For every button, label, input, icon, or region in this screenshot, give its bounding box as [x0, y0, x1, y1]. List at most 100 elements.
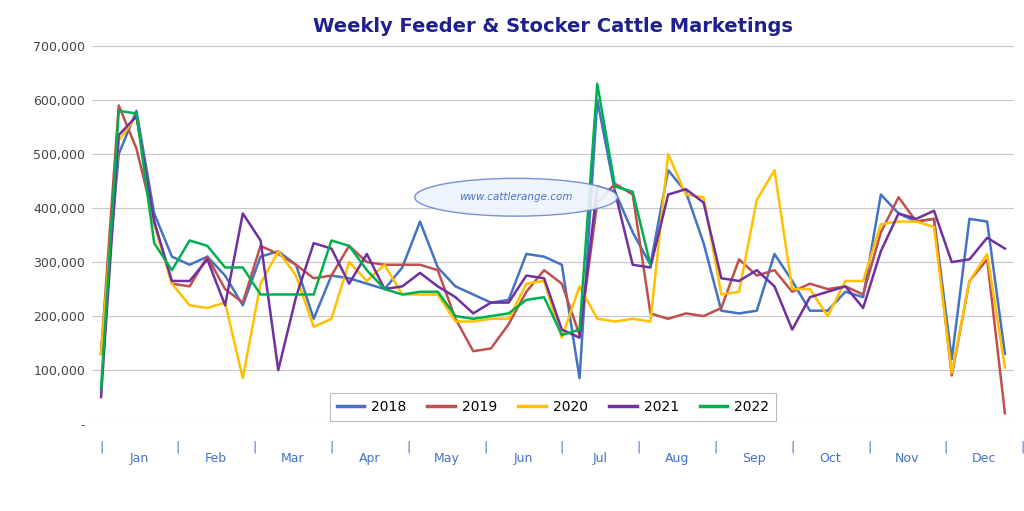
2022: [360, 267, 373, 273]
2022: [627, 189, 639, 195]
2022: [95, 386, 108, 392]
2018: [609, 189, 622, 195]
2022: [166, 267, 178, 273]
Ellipse shape: [415, 178, 617, 216]
2021: [945, 259, 957, 265]
2022: [237, 264, 249, 270]
Text: |: |: [99, 440, 103, 453]
2020: [609, 318, 622, 324]
2022: [644, 262, 656, 268]
2019: [998, 410, 1011, 416]
2022: [272, 291, 285, 297]
2018: [95, 351, 108, 357]
2022: [326, 238, 338, 244]
2022: [538, 294, 550, 300]
Text: |: |: [407, 440, 411, 453]
2018: [998, 351, 1011, 357]
2022: [414, 289, 426, 295]
Text: Mar: Mar: [282, 453, 305, 466]
Text: Sep: Sep: [742, 453, 766, 466]
Line: 2022: 2022: [101, 84, 650, 389]
2021: [538, 275, 550, 282]
2022: [307, 291, 319, 297]
Text: |: |: [791, 440, 795, 453]
2021: [998, 245, 1011, 251]
2022: [254, 291, 266, 297]
2019: [95, 351, 108, 357]
Text: |: |: [944, 440, 948, 453]
2022: [591, 81, 603, 87]
Line: 2021: 2021: [101, 116, 1005, 397]
2022: [130, 110, 142, 117]
2020: [998, 364, 1011, 370]
2022: [573, 327, 586, 333]
2021: [183, 278, 196, 284]
2022: [219, 264, 231, 270]
Text: www.cattlerange.com: www.cattlerange.com: [460, 192, 572, 202]
2020: [183, 302, 196, 308]
2022: [379, 286, 391, 292]
2022: [201, 243, 214, 249]
2020: [450, 318, 462, 324]
2021: [130, 113, 142, 119]
2022: [396, 291, 409, 297]
2022: [484, 313, 497, 319]
Text: Nov: Nov: [895, 453, 920, 466]
2020: [237, 375, 249, 381]
2021: [432, 283, 444, 289]
Line: 2019: 2019: [101, 105, 1005, 413]
2020: [556, 335, 568, 341]
2018: [414, 219, 426, 225]
2022: [556, 332, 568, 338]
Legend: 2018, 2019, 2020, 2021, 2022: 2018, 2019, 2020, 2021, 2022: [330, 393, 776, 421]
2021: [95, 394, 108, 400]
Text: Jun: Jun: [514, 453, 534, 466]
Text: |: |: [714, 440, 718, 453]
2018: [680, 189, 692, 195]
Text: |: |: [483, 440, 487, 453]
Text: |: |: [637, 440, 641, 453]
2021: [697, 200, 710, 206]
2022: [183, 238, 196, 244]
Text: |: |: [560, 440, 564, 453]
Text: Oct: Oct: [820, 453, 842, 466]
2020: [715, 291, 727, 297]
Line: 2020: 2020: [101, 116, 1005, 378]
2022: [432, 289, 444, 295]
2019: [183, 283, 196, 289]
Text: Feb: Feb: [205, 453, 227, 466]
Text: Aug: Aug: [665, 453, 689, 466]
Text: |: |: [867, 440, 871, 453]
2020: [130, 113, 142, 119]
2018: [573, 375, 586, 381]
2022: [450, 313, 462, 319]
2022: [113, 108, 125, 114]
Title: Weekly Feeder & Stocker Cattle Marketings: Weekly Feeder & Stocker Cattle Marketing…: [313, 17, 793, 36]
2018: [591, 97, 603, 103]
2020: [95, 351, 108, 357]
Text: |: |: [330, 440, 334, 453]
2018: [520, 251, 532, 257]
2022: [290, 291, 302, 297]
Text: May: May: [434, 453, 460, 466]
2019: [432, 267, 444, 273]
2021: [663, 192, 675, 198]
2022: [609, 183, 622, 190]
2019: [663, 316, 675, 322]
2019: [945, 373, 957, 379]
Text: Dec: Dec: [972, 453, 996, 466]
2018: [166, 253, 178, 260]
2019: [113, 102, 125, 108]
Text: Apr: Apr: [359, 453, 381, 466]
Text: |: |: [1021, 440, 1024, 453]
Text: Jul: Jul: [593, 453, 607, 466]
2019: [697, 313, 710, 319]
Text: Jan: Jan: [130, 453, 150, 466]
Text: |: |: [253, 440, 257, 453]
2022: [467, 316, 479, 322]
2022: [343, 243, 355, 249]
2022: [503, 310, 515, 316]
Line: 2018: 2018: [101, 100, 1005, 378]
Text: |: |: [176, 440, 180, 453]
2018: [715, 308, 727, 314]
